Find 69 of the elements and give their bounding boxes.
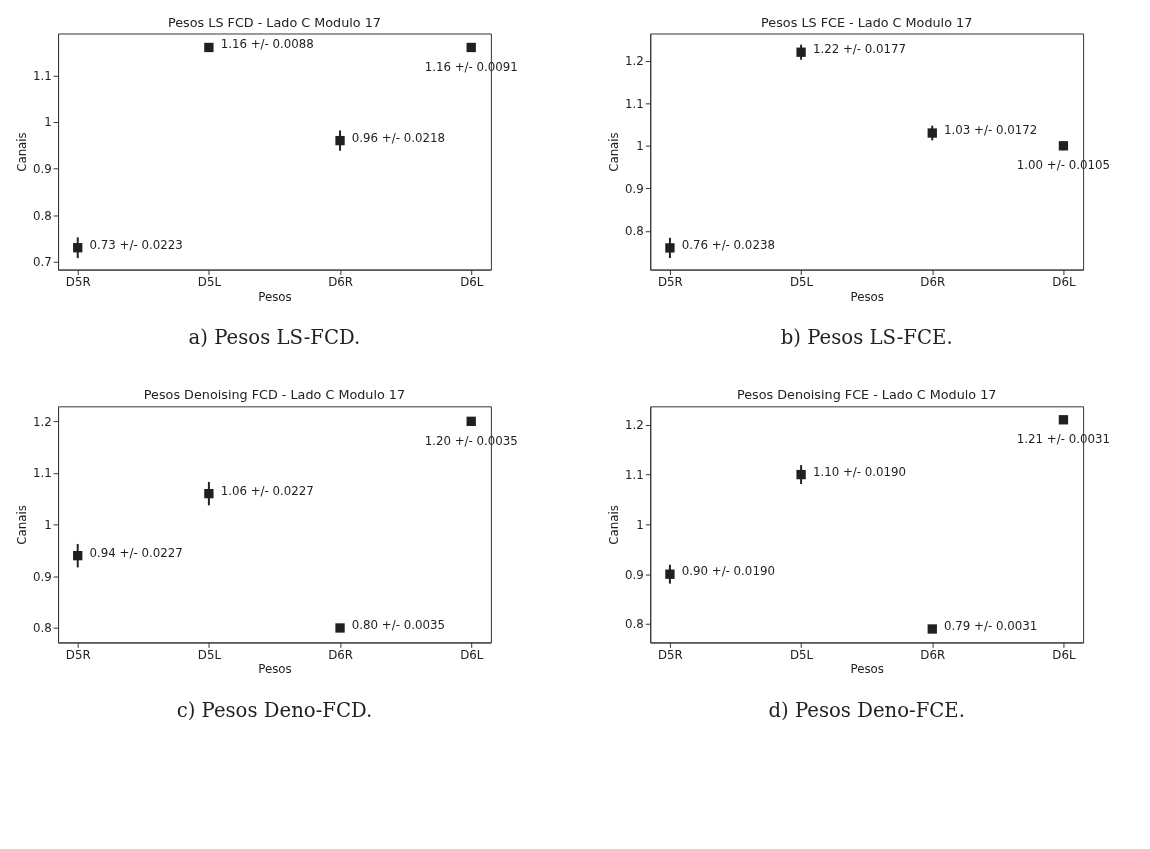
y-tick-label: 0.7 — [32, 255, 52, 270]
x-tick-label: D5L — [197, 274, 222, 289]
data-label: 1.03 +/- 0.0172 — [944, 123, 1038, 138]
y-tick-label: 0.9 — [625, 567, 644, 582]
y-tick-label: 1.1 — [625, 468, 644, 483]
text: b) Pesos LS-FCE. — [780, 326, 953, 350]
data-label: 0.94 +/- 0.0227 — [89, 545, 183, 560]
y-tick-label: 0.8 — [625, 617, 644, 632]
chart-title: Pesos LS FCD - Lado C Modulo 17 — [168, 14, 381, 30]
x-tick-label: D6R — [920, 647, 946, 662]
y-tick-label: 1 — [636, 139, 644, 154]
x-tick-label: D5R — [658, 274, 683, 289]
x-tick-label: D5R — [65, 274, 91, 289]
y-axis-title: Canais — [607, 505, 622, 545]
y-axis-title: Canais — [14, 505, 29, 545]
x-tick-label: D5L — [197, 647, 222, 662]
y-tick-label: 0.8 — [32, 208, 52, 223]
chart-title: Pesos Denoising FCE - Lado C Modulo 17 — [736, 387, 997, 403]
x-axis-title: Pesos — [258, 289, 292, 304]
data-label: 0.96 +/- 0.0218 — [351, 130, 446, 145]
y-axis-title: Canais — [607, 132, 622, 172]
data-label: 1.16 +/- 0.0088 — [220, 37, 314, 52]
y-tick-label: 1.2 — [625, 54, 644, 69]
point — [335, 623, 345, 633]
x-tick-label: D6L — [460, 274, 484, 289]
y-tick-label: 0.9 — [32, 161, 52, 176]
y-axis-title: Canais — [14, 132, 29, 172]
y-tick-label: 1 — [636, 517, 644, 532]
x-tick-label: D5L — [790, 647, 814, 662]
x-axis-title: Pesos — [258, 662, 292, 677]
x-tick-label: D6L — [1052, 274, 1076, 289]
y-tick-label: 1 — [44, 518, 52, 533]
chart-title: Pesos LS FCE - Lado C Modulo 17 — [761, 14, 973, 30]
y-tick-label: 0.8 — [32, 621, 52, 636]
x-tick-label: D6L — [460, 647, 484, 662]
y-tick-label: 0.9 — [32, 569, 52, 584]
data-label: 1.10 +/- 0.0190 — [812, 464, 907, 479]
data-label: 0.76 +/- 0.0238 — [681, 237, 775, 252]
text: a) Pesos LS-FCD. — [188, 326, 361, 350]
y-tick-label: 1.1 — [32, 68, 52, 83]
chart-title: Pesos Denoising FCD - Lado C Modulo 17 — [143, 387, 406, 403]
y-tick-label: 1 — [44, 115, 52, 130]
x-axis-title: Pesos — [850, 289, 884, 304]
text: d) Pesos Deno-FCE. — [768, 699, 965, 723]
x-tick-label: D6R — [920, 274, 946, 289]
point — [1058, 415, 1069, 425]
y-tick-label: 0.9 — [625, 181, 644, 196]
x-tick-label: D6R — [328, 274, 353, 289]
point — [466, 416, 476, 426]
x-tick-label: D5R — [65, 647, 91, 662]
point — [665, 243, 675, 253]
text: c) Pesos Deno-FCD. — [176, 699, 373, 723]
point — [927, 624, 937, 634]
data-label: 1.22 +/- 0.0177 — [812, 42, 907, 57]
data-label: 1.06 +/- 0.0227 — [220, 483, 314, 498]
y-tick-label: 1.1 — [625, 96, 644, 111]
data-label: 0.79 +/- 0.0031 — [944, 618, 1038, 633]
x-tick-label: D6L — [1052, 647, 1076, 662]
data-label: 0.80 +/- 0.0035 — [351, 617, 446, 632]
x-tick-label: D5L — [790, 274, 814, 289]
y-tick-label: 1.2 — [32, 414, 52, 429]
y-tick-label: 1.1 — [32, 466, 52, 481]
y-tick-label: 0.8 — [625, 224, 644, 239]
data-label: 0.73 +/- 0.0223 — [89, 237, 183, 252]
x-axis-title: Pesos — [850, 662, 884, 677]
x-tick-label: D5R — [658, 647, 683, 662]
y-tick-label: 1.2 — [625, 418, 644, 433]
x-tick-label: D6R — [328, 647, 353, 662]
data-label: 0.90 +/- 0.0190 — [681, 564, 775, 579]
